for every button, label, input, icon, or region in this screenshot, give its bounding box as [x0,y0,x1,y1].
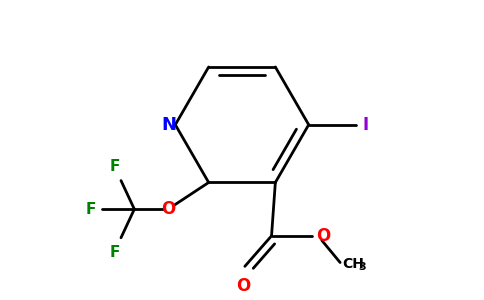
Text: F: F [86,202,96,217]
Text: F: F [110,159,121,174]
Text: CH: CH [342,257,364,272]
Text: F: F [110,244,121,260]
Text: N: N [161,116,176,134]
Text: O: O [162,200,176,218]
Text: O: O [317,227,331,245]
Text: O: O [236,277,250,295]
Text: 3: 3 [358,262,366,272]
Text: I: I [362,116,368,134]
